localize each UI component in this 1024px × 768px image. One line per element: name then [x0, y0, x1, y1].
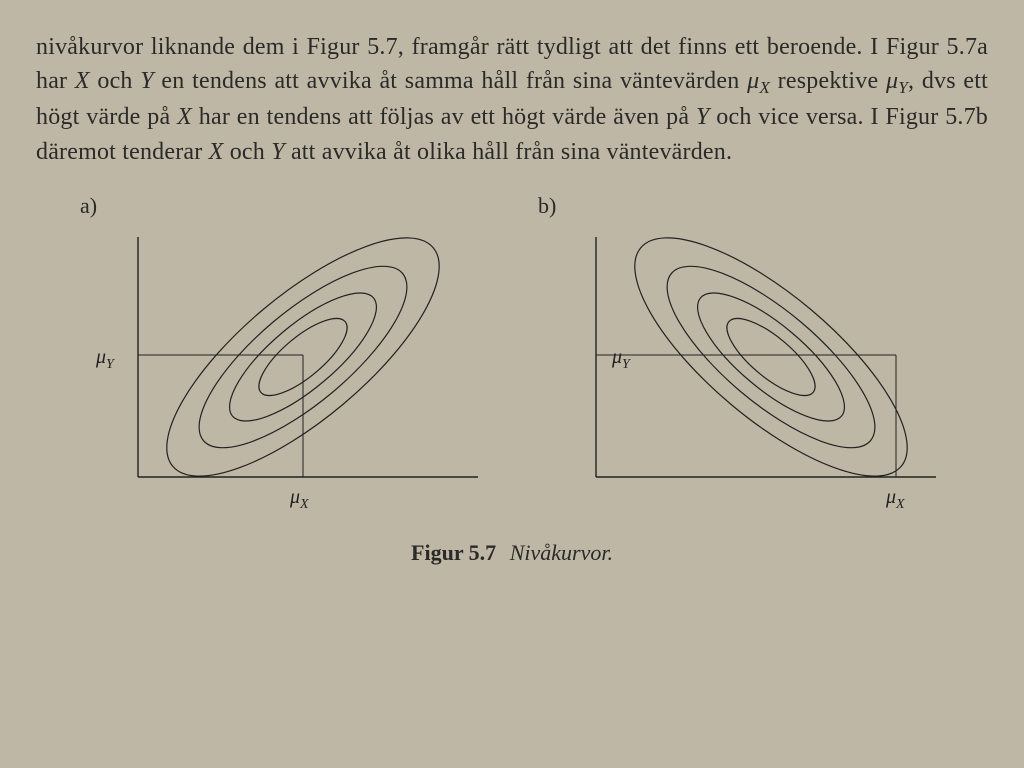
panel-label-b: b)	[538, 193, 956, 219]
mu-x: μX	[747, 68, 770, 94]
text-run: respektive	[770, 68, 886, 94]
mu-y: μY	[886, 68, 908, 94]
page: nivåkurvor liknande dem i Figur 5.7, fra…	[0, 0, 1024, 578]
variable-y: Y	[140, 68, 154, 94]
variable-x: X	[75, 68, 90, 94]
axis-label-mu-x: μX	[289, 486, 309, 512]
figure-row: a) μY	[36, 193, 988, 522]
contour-plot-b: μY μX	[526, 217, 956, 517]
variable-x: X	[209, 139, 224, 165]
figure-title: Nivåkurvor.	[510, 540, 613, 565]
variable-x: X	[177, 104, 192, 130]
text-run: har en tendens att följas av ett högt vä…	[192, 104, 696, 130]
figure-panel-a: a) μY	[68, 193, 498, 522]
body-paragraph: nivåkurvor liknande dem i Figur 5.7, fra…	[36, 30, 988, 169]
axis-label-mu-y: μY	[95, 346, 116, 372]
figure-panel-b: b) μY μX	[526, 193, 956, 522]
panel-label-a: a)	[80, 193, 498, 219]
text-run: och	[90, 68, 141, 94]
text-run: en tendens att avvika åt samma håll från…	[154, 68, 747, 94]
text-run: att avvika åt olika håll från sina vänte…	[285, 139, 732, 165]
figure-caption: Figur 5.7 Nivåkurvor.	[36, 540, 988, 566]
text-run: och	[224, 139, 272, 165]
figure-number: Figur 5.7	[411, 540, 496, 565]
variable-y: Y	[696, 104, 710, 130]
variable-y: Y	[271, 139, 285, 165]
contour-plot-a: μY μX	[68, 217, 498, 517]
axis-label-mu-x: μX	[885, 486, 905, 512]
axis-label-mu-y: μY	[611, 346, 632, 372]
